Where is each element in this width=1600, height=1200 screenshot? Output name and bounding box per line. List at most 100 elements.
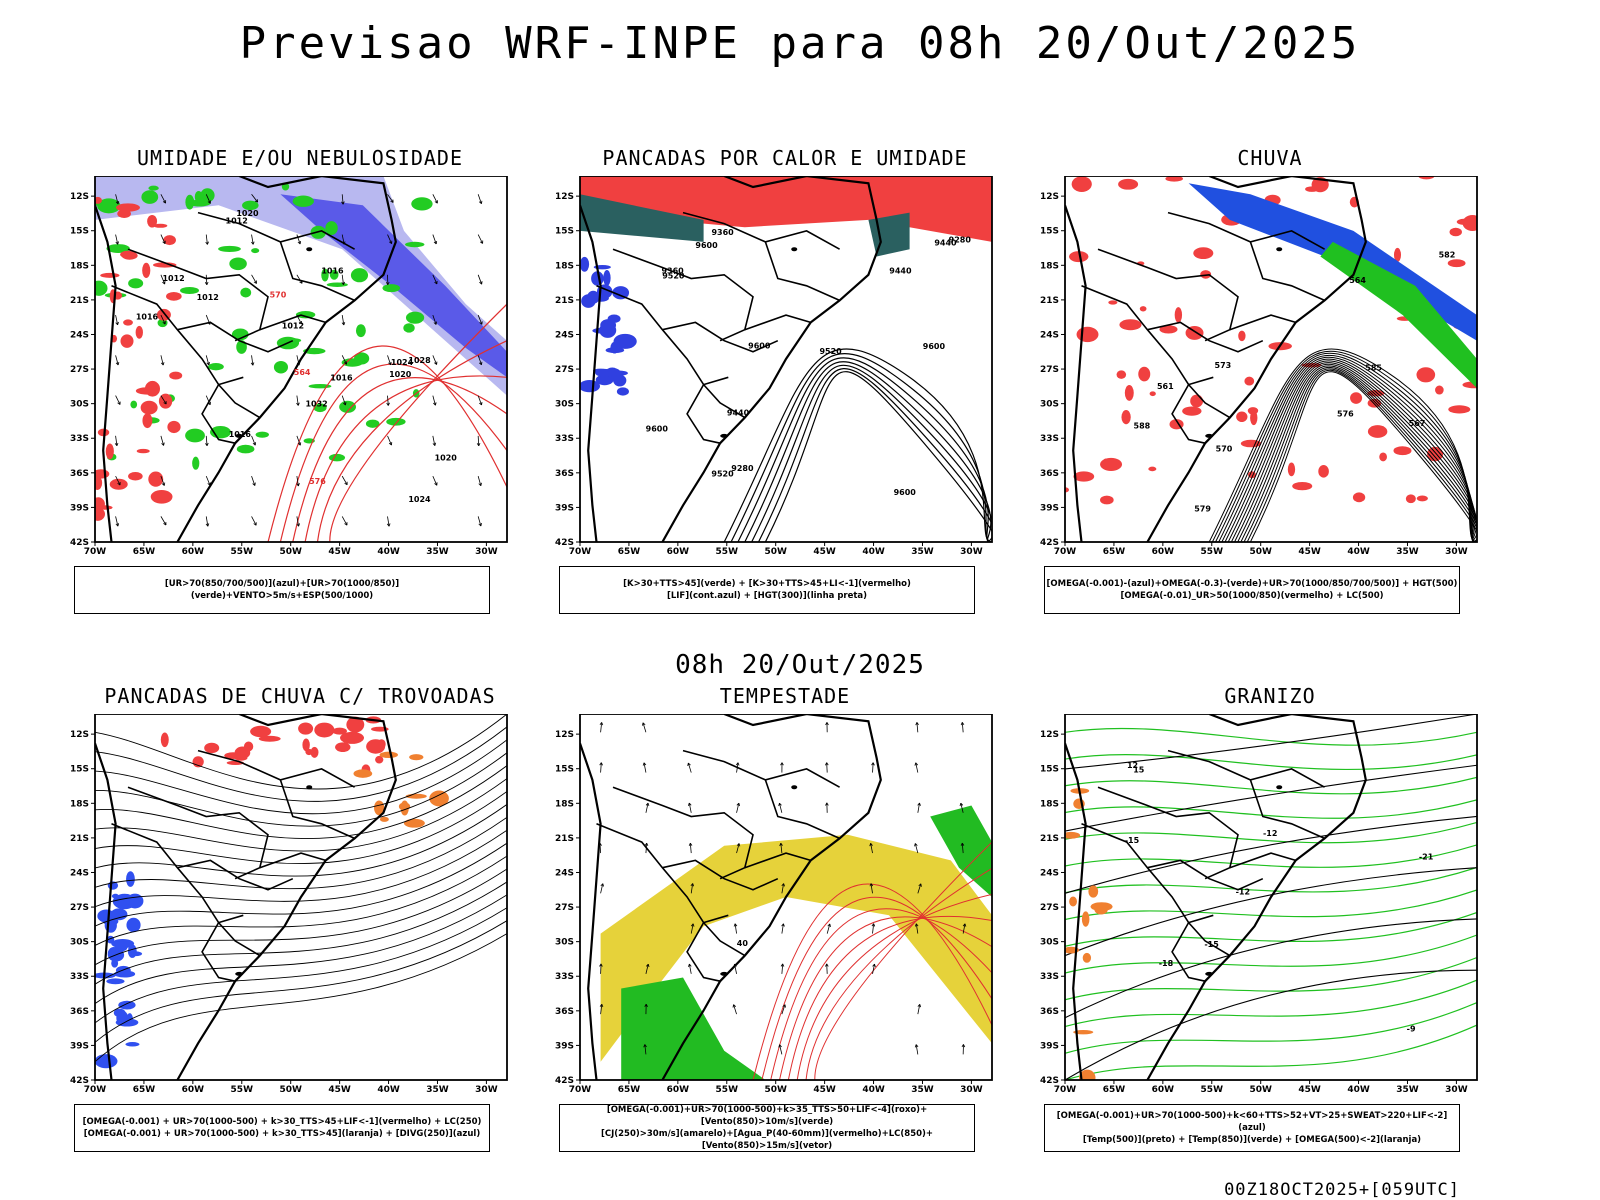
wind-vector — [781, 963, 784, 974]
lat-tick-label: 12S — [555, 192, 574, 202]
humidity-low-level — [353, 352, 370, 365]
lifted-index-contour — [607, 314, 621, 323]
wind-vector — [781, 923, 785, 927]
contour-label: 561 — [1157, 382, 1174, 391]
temp-500-isoline — [1065, 918, 1477, 1019]
thickness-marker — [120, 334, 134, 348]
wind-vector — [114, 442, 119, 447]
wind-vector — [869, 883, 874, 887]
map-layer: 9600 9600 9600 9600 9600 9520 9520 9520 9440 9440… — [555, 176, 993, 557]
map-umidade: 1012 1012 1012 1012 1016 1016 1016 1016 1020 1020… — [70, 176, 508, 557]
wind-vector — [386, 402, 390, 406]
wind-vector — [160, 395, 167, 405]
lake — [1276, 785, 1283, 790]
wind-vector — [344, 522, 348, 526]
wind-vector — [477, 274, 483, 285]
lat-tick-label: 21S — [1040, 296, 1059, 306]
lat-tick-label: 33S — [70, 972, 89, 982]
lon-tick-label: 35W — [1396, 547, 1419, 557]
streamline — [95, 739, 507, 815]
wind-vector — [917, 802, 920, 813]
humidity-low-level — [236, 444, 255, 454]
wind-vector — [115, 194, 119, 205]
lat-tick-label: 24S — [555, 330, 574, 340]
lat-tick-label: 39S — [70, 503, 89, 513]
lat-tick-label: 15S — [1040, 765, 1059, 775]
lat-tick-label: 42S — [1040, 538, 1059, 548]
wind-vector — [206, 361, 210, 366]
precipitable-water-isoline — [814, 841, 992, 1080]
wind-vector — [644, 1044, 647, 1055]
temp-500-isoline — [1065, 969, 1477, 1080]
wind-vector — [642, 722, 646, 726]
divergence-area — [113, 1008, 126, 1018]
lon-tick-label: 35W — [911, 1085, 934, 1095]
lat-tick-label: 21S — [70, 296, 89, 306]
thickness-marker — [95, 196, 102, 204]
lat-tick-label: 18S — [1040, 261, 1059, 271]
model-run-label: 00Z18OCT2025+[059UTC] — [1224, 1180, 1460, 1200]
wind-vector — [477, 516, 482, 527]
lat-tick-label: 42S — [555, 1076, 574, 1086]
lon-tick-label: 70W — [569, 547, 592, 557]
legend-box: [OMEGA(-0.001)+UR>70(1000-500)+k<60+TTS>… — [1044, 1104, 1460, 1152]
contour-label: 576 — [1337, 410, 1354, 419]
coastline — [1146, 176, 1367, 542]
wind-vector — [478, 482, 482, 487]
wind-vector — [115, 475, 121, 486]
contour-label: 9360 — [661, 267, 684, 276]
humidity-low-level — [329, 269, 339, 280]
omega-strong-area — [1320, 241, 1477, 389]
wind-vector — [205, 395, 211, 405]
precipitable-water-isoline — [761, 896, 992, 1080]
wind-vector — [205, 435, 208, 446]
rain-area — [1148, 466, 1157, 472]
wind-vector — [296, 395, 299, 406]
lat-tick-label: 18S — [555, 799, 574, 809]
coastline — [661, 714, 882, 1080]
country-border — [218, 384, 261, 419]
temp-850-isoline — [1065, 979, 1477, 1028]
height-500-isoline — [1208, 348, 1477, 542]
wind-vector — [826, 762, 828, 773]
country-border — [764, 241, 840, 302]
thunder-area — [375, 755, 384, 764]
lifted-index-contour — [613, 333, 637, 349]
thickness-isoline — [329, 303, 507, 542]
omega-area — [1081, 911, 1090, 927]
streamline — [95, 791, 507, 864]
wind-vector — [250, 362, 255, 366]
lon-tick-label: 55W — [231, 547, 254, 557]
wind-vector — [115, 321, 119, 326]
rain-area — [1076, 326, 1099, 343]
lat-tick-label: 27S — [555, 903, 574, 913]
divergence-area — [114, 942, 128, 952]
thickness-isoline — [267, 345, 507, 542]
lake — [791, 247, 798, 252]
wind-vector — [432, 442, 437, 446]
thickness-marker — [152, 262, 177, 268]
thunder-area — [340, 731, 365, 744]
humidity-low-level — [141, 190, 159, 204]
lifted-index-contour — [595, 374, 614, 386]
wind-vector — [115, 234, 119, 245]
streamline — [95, 842, 507, 927]
wind-vector — [434, 361, 438, 365]
panel-trovoadas: PANCADAS DE CHUVA C/ TROVOADAS 12S 15S 18S… — [50, 684, 550, 1184]
humidity-low-level — [240, 287, 252, 298]
contour-label: 1016 — [321, 267, 344, 276]
thickness-marker — [169, 371, 183, 380]
country-border — [279, 241, 355, 302]
country-border — [259, 314, 326, 331]
wind-vector — [477, 435, 480, 446]
wind-vector — [644, 1003, 648, 1007]
wind-vector — [961, 843, 964, 854]
omega-area — [1088, 885, 1099, 898]
coastline — [1146, 714, 1367, 1080]
lon-tick-label: 65W — [1103, 1085, 1126, 1095]
streamline — [95, 920, 507, 1043]
wind-vector — [389, 240, 393, 244]
convective-area — [429, 790, 449, 807]
wind-vector — [644, 842, 649, 847]
